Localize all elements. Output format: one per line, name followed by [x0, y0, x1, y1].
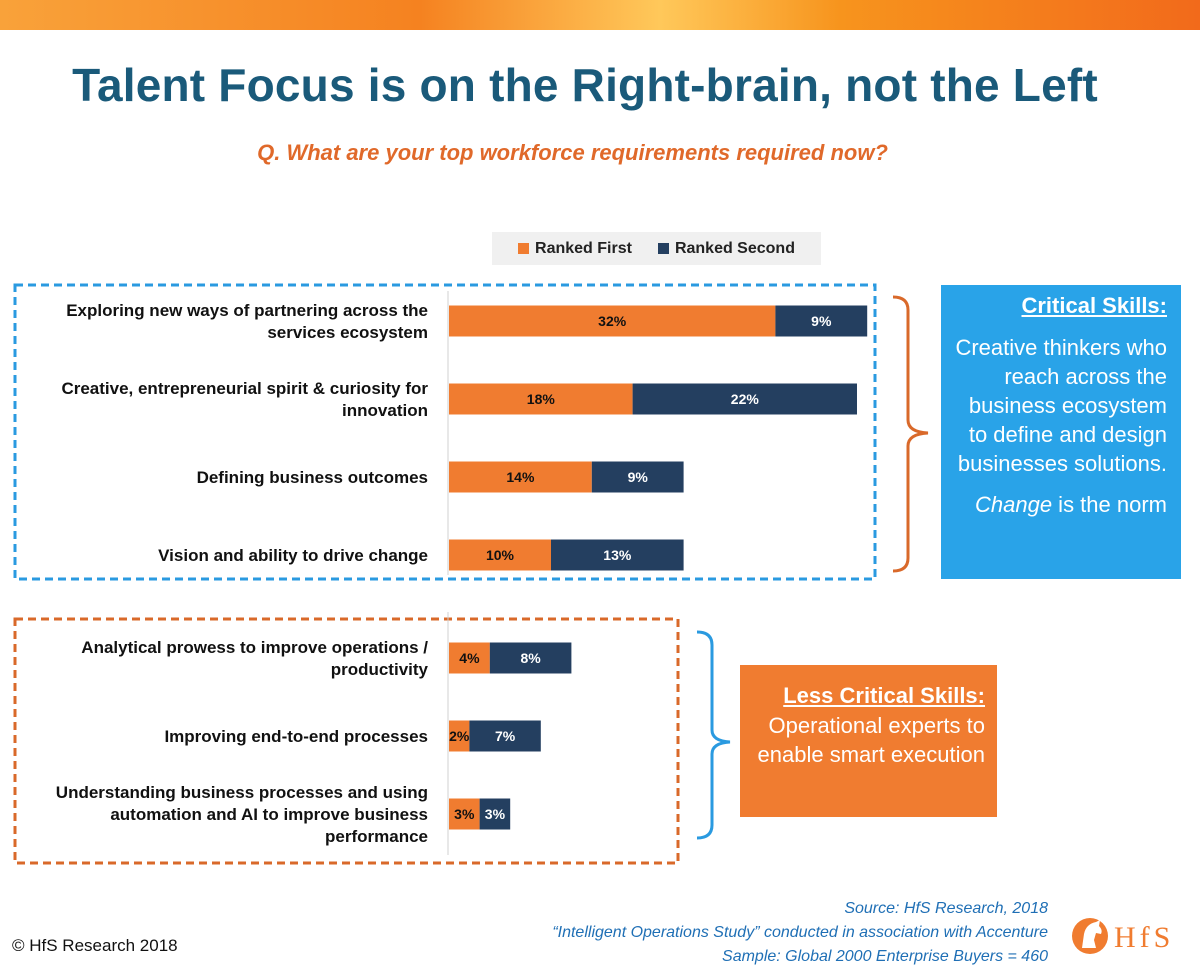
critical-skills-box: Critical Skills: Creative thinkers who r… [941, 285, 1181, 579]
category-label-2: Defining business outcomes [197, 467, 428, 489]
less-critical-brace [697, 632, 730, 838]
critical-skills-title: Critical Skills: [951, 293, 1167, 319]
data-label-first-2: 14% [506, 469, 535, 485]
less-critical-skills-body: Operational experts to enable smart exec… [750, 711, 985, 769]
critical-footer-emphasis: Change [975, 492, 1052, 517]
less-critical-skills-title: Less Critical Skills: [750, 683, 985, 709]
data-label-second-4: 8% [520, 650, 541, 666]
category-label-4: Analytical prowess to improve operations… [81, 637, 428, 681]
critical-brace [893, 297, 928, 571]
source-line-1: Source: HfS Research, 2018 [552, 897, 1048, 921]
data-label-second-3: 13% [603, 547, 632, 563]
source-line-3: Sample: Global 2000 Enterprise Buyers = … [552, 945, 1048, 969]
data-label-first-0: 32% [598, 313, 627, 329]
data-label-second-6: 3% [485, 806, 506, 822]
source-note: Source: HfS Research, 2018 “Intelligent … [552, 897, 1048, 969]
category-label-3: Vision and ability to drive change [158, 545, 428, 567]
less-critical-skills-box: Less Critical Skills: Operational expert… [740, 665, 997, 817]
data-label-first-6: 3% [454, 806, 475, 822]
data-label-second-5: 7% [495, 728, 516, 744]
data-label-first-4: 4% [459, 650, 480, 666]
copyright: © HfS Research 2018 [12, 936, 178, 956]
data-label-first-5: 2% [449, 728, 470, 744]
data-label-first-1: 18% [527, 391, 556, 407]
category-label-5: Improving end-to-end processes [164, 726, 428, 748]
data-label-second-1: 22% [731, 391, 760, 407]
horse-head-icon [1072, 918, 1108, 954]
critical-skills-footer: Change is the norm [951, 492, 1167, 518]
data-label-second-0: 9% [811, 313, 832, 329]
data-label-second-2: 9% [628, 469, 649, 485]
category-label-0: Exploring new ways of partnering across … [66, 300, 428, 344]
logo-text: HfS [1114, 921, 1174, 954]
critical-skills-body: Creative thinkers who reach across the b… [951, 333, 1167, 478]
critical-footer-rest: is the norm [1052, 492, 1167, 517]
source-line-2: “Intelligent Operations Study” conducted… [552, 921, 1048, 945]
category-label-6: Understanding business processes and usi… [56, 782, 428, 848]
hfs-logo: HfS [1070, 912, 1186, 960]
category-label-1: Creative, entrepreneurial spirit & curio… [61, 378, 428, 422]
data-label-first-3: 10% [486, 547, 515, 563]
